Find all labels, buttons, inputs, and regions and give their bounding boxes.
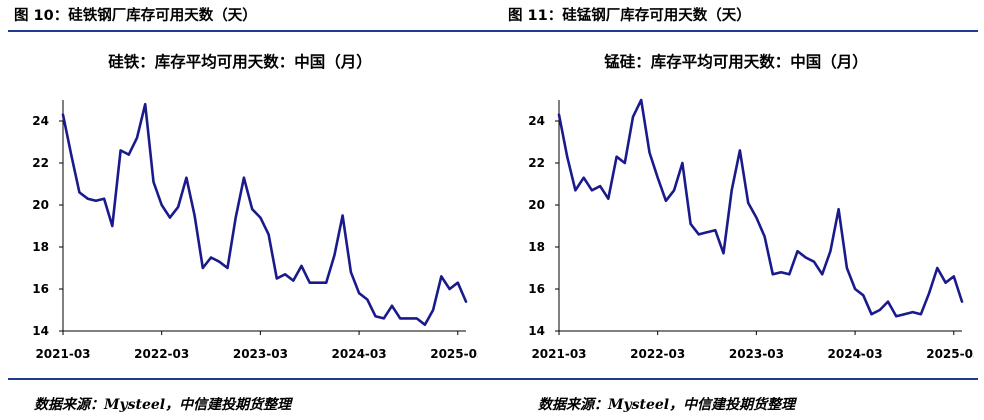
- chart-silicomanganese: 锰硅：库存平均可用天数：中国（月） 14 16 18 20 22 24 2021-03 2022…: [496, 40, 974, 370]
- y-tick-label: 16: [528, 282, 545, 296]
- y-tick-label: 18: [528, 240, 545, 254]
- bottom-rule: [8, 378, 978, 380]
- figure-title-ferrosilicon: 图 10：硅铁钢厂库存可用天数（天）: [14, 8, 257, 24]
- x-tick-label: 2022-03: [630, 347, 685, 361]
- chart-ferrosilicon: 硅铁：库存平均可用天数：中国（月） 14 16 18 20 22 24 2021-03 2022…: [0, 40, 478, 370]
- y-tick-label: 22: [528, 156, 545, 170]
- source-note-left: 数据来源：Mysteel，中信建投期货整理: [34, 397, 292, 413]
- y-tick-label: 14: [528, 324, 545, 338]
- x-tick-label: 2021-03: [35, 347, 90, 361]
- y-tick-label: 16: [32, 282, 49, 296]
- chart-title: 硅铁：库存平均可用天数：中国（月）: [108, 52, 372, 71]
- chart-silicomanganese-svg: 锰硅：库存平均可用天数：中国（月） 14 16 18 20 22 24 2021-03 2022…: [528, 52, 974, 361]
- x-tick-label: 2024-03: [332, 347, 387, 361]
- y-tick-label: 18: [32, 240, 49, 254]
- x-tick-label: 2025-03: [926, 347, 974, 361]
- chart-ferrosilicon-svg: 硅铁：库存平均可用天数：中国（月） 14 16 18 20 22 24 2021-03 2022…: [32, 52, 478, 361]
- y-tick-label: 24: [32, 114, 49, 128]
- x-tick-label: 2025-03: [430, 347, 478, 361]
- x-tick-label: 2021-03: [531, 347, 586, 361]
- x-tick-label: 2022-03: [134, 347, 189, 361]
- figure-title-silicomanganese: 图 11：硅锰钢厂库存可用天数（天）: [508, 8, 751, 24]
- y-tick-label: 22: [32, 156, 49, 170]
- y-tick-label: 24: [528, 114, 545, 128]
- x-tick-label: 2023-03: [233, 347, 288, 361]
- y-tick-label: 20: [528, 198, 545, 212]
- x-tick-label: 2023-03: [729, 347, 784, 361]
- chart-title: 锰硅：库存平均可用天数：中国（月）: [604, 52, 868, 71]
- series-line: [61, 102, 468, 327]
- y-tick-label: 20: [32, 198, 49, 212]
- top-rule: [8, 30, 978, 32]
- y-tick-label: 14: [32, 324, 49, 338]
- series-line: [557, 98, 964, 318]
- x-tick-label: 2024-03: [828, 347, 883, 361]
- source-note-right: 数据来源：Mysteel，中信建投期货整理: [538, 397, 796, 413]
